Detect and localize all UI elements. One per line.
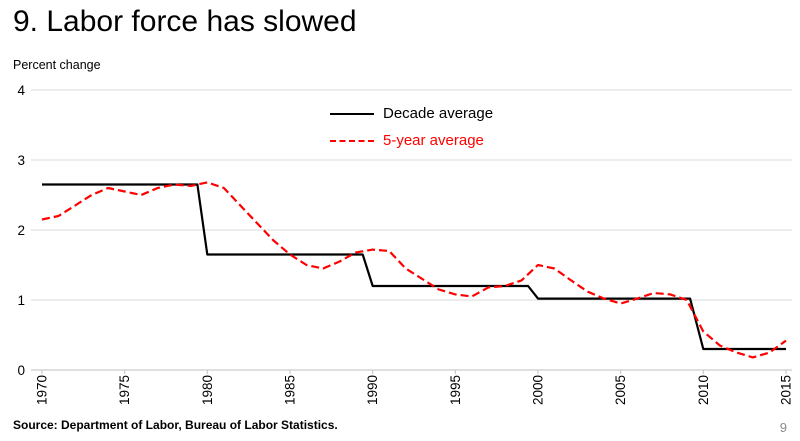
x-tick-label-2015: 2015 — [779, 375, 794, 405]
x-tick-label-1995: 1995 — [448, 375, 463, 405]
y-axis-title: Percent change — [13, 58, 101, 72]
x-tick-label-1980: 1980 — [200, 375, 215, 405]
source-note: Source: Department of Labor, Bureau of L… — [13, 418, 338, 432]
decade-average-line-swatch — [330, 112, 374, 115]
x-tick-label-2005: 2005 — [613, 375, 628, 405]
slide-title: 9. Labor force has slowed — [13, 5, 357, 38]
y-tick-label-0: 0 — [17, 363, 25, 378]
legend-label-5-year-average: 5-year average — [383, 132, 484, 149]
legend-item-5-year-average: 5-year average — [330, 127, 493, 154]
x-tick-label-2010: 2010 — [696, 375, 711, 405]
y-tick-label-4: 4 — [17, 83, 25, 98]
series-line-5-year-average — [41, 181, 787, 359]
x-tick-label-1985: 1985 — [283, 375, 298, 405]
y-tick-label-1: 1 — [17, 293, 25, 308]
series-line-decade-average — [42, 183, 786, 351]
x-tick-label-1975: 1975 — [117, 375, 132, 405]
five-year-average-line-swatch — [330, 139, 374, 142]
x-tick-label-1990: 1990 — [365, 375, 380, 405]
legend-item-decade-average: Decade average — [330, 100, 493, 127]
y-tick-label-2: 2 — [17, 223, 25, 238]
x-tick-label-1970: 1970 — [35, 375, 50, 405]
legend-label-decade-average: Decade average — [383, 105, 494, 122]
x-tick-label-2000: 2000 — [531, 375, 546, 405]
page-number: 9 — [779, 420, 787, 435]
y-tick-label-3: 3 — [17, 153, 25, 168]
legend: Decade average 5-year average — [330, 100, 493, 154]
